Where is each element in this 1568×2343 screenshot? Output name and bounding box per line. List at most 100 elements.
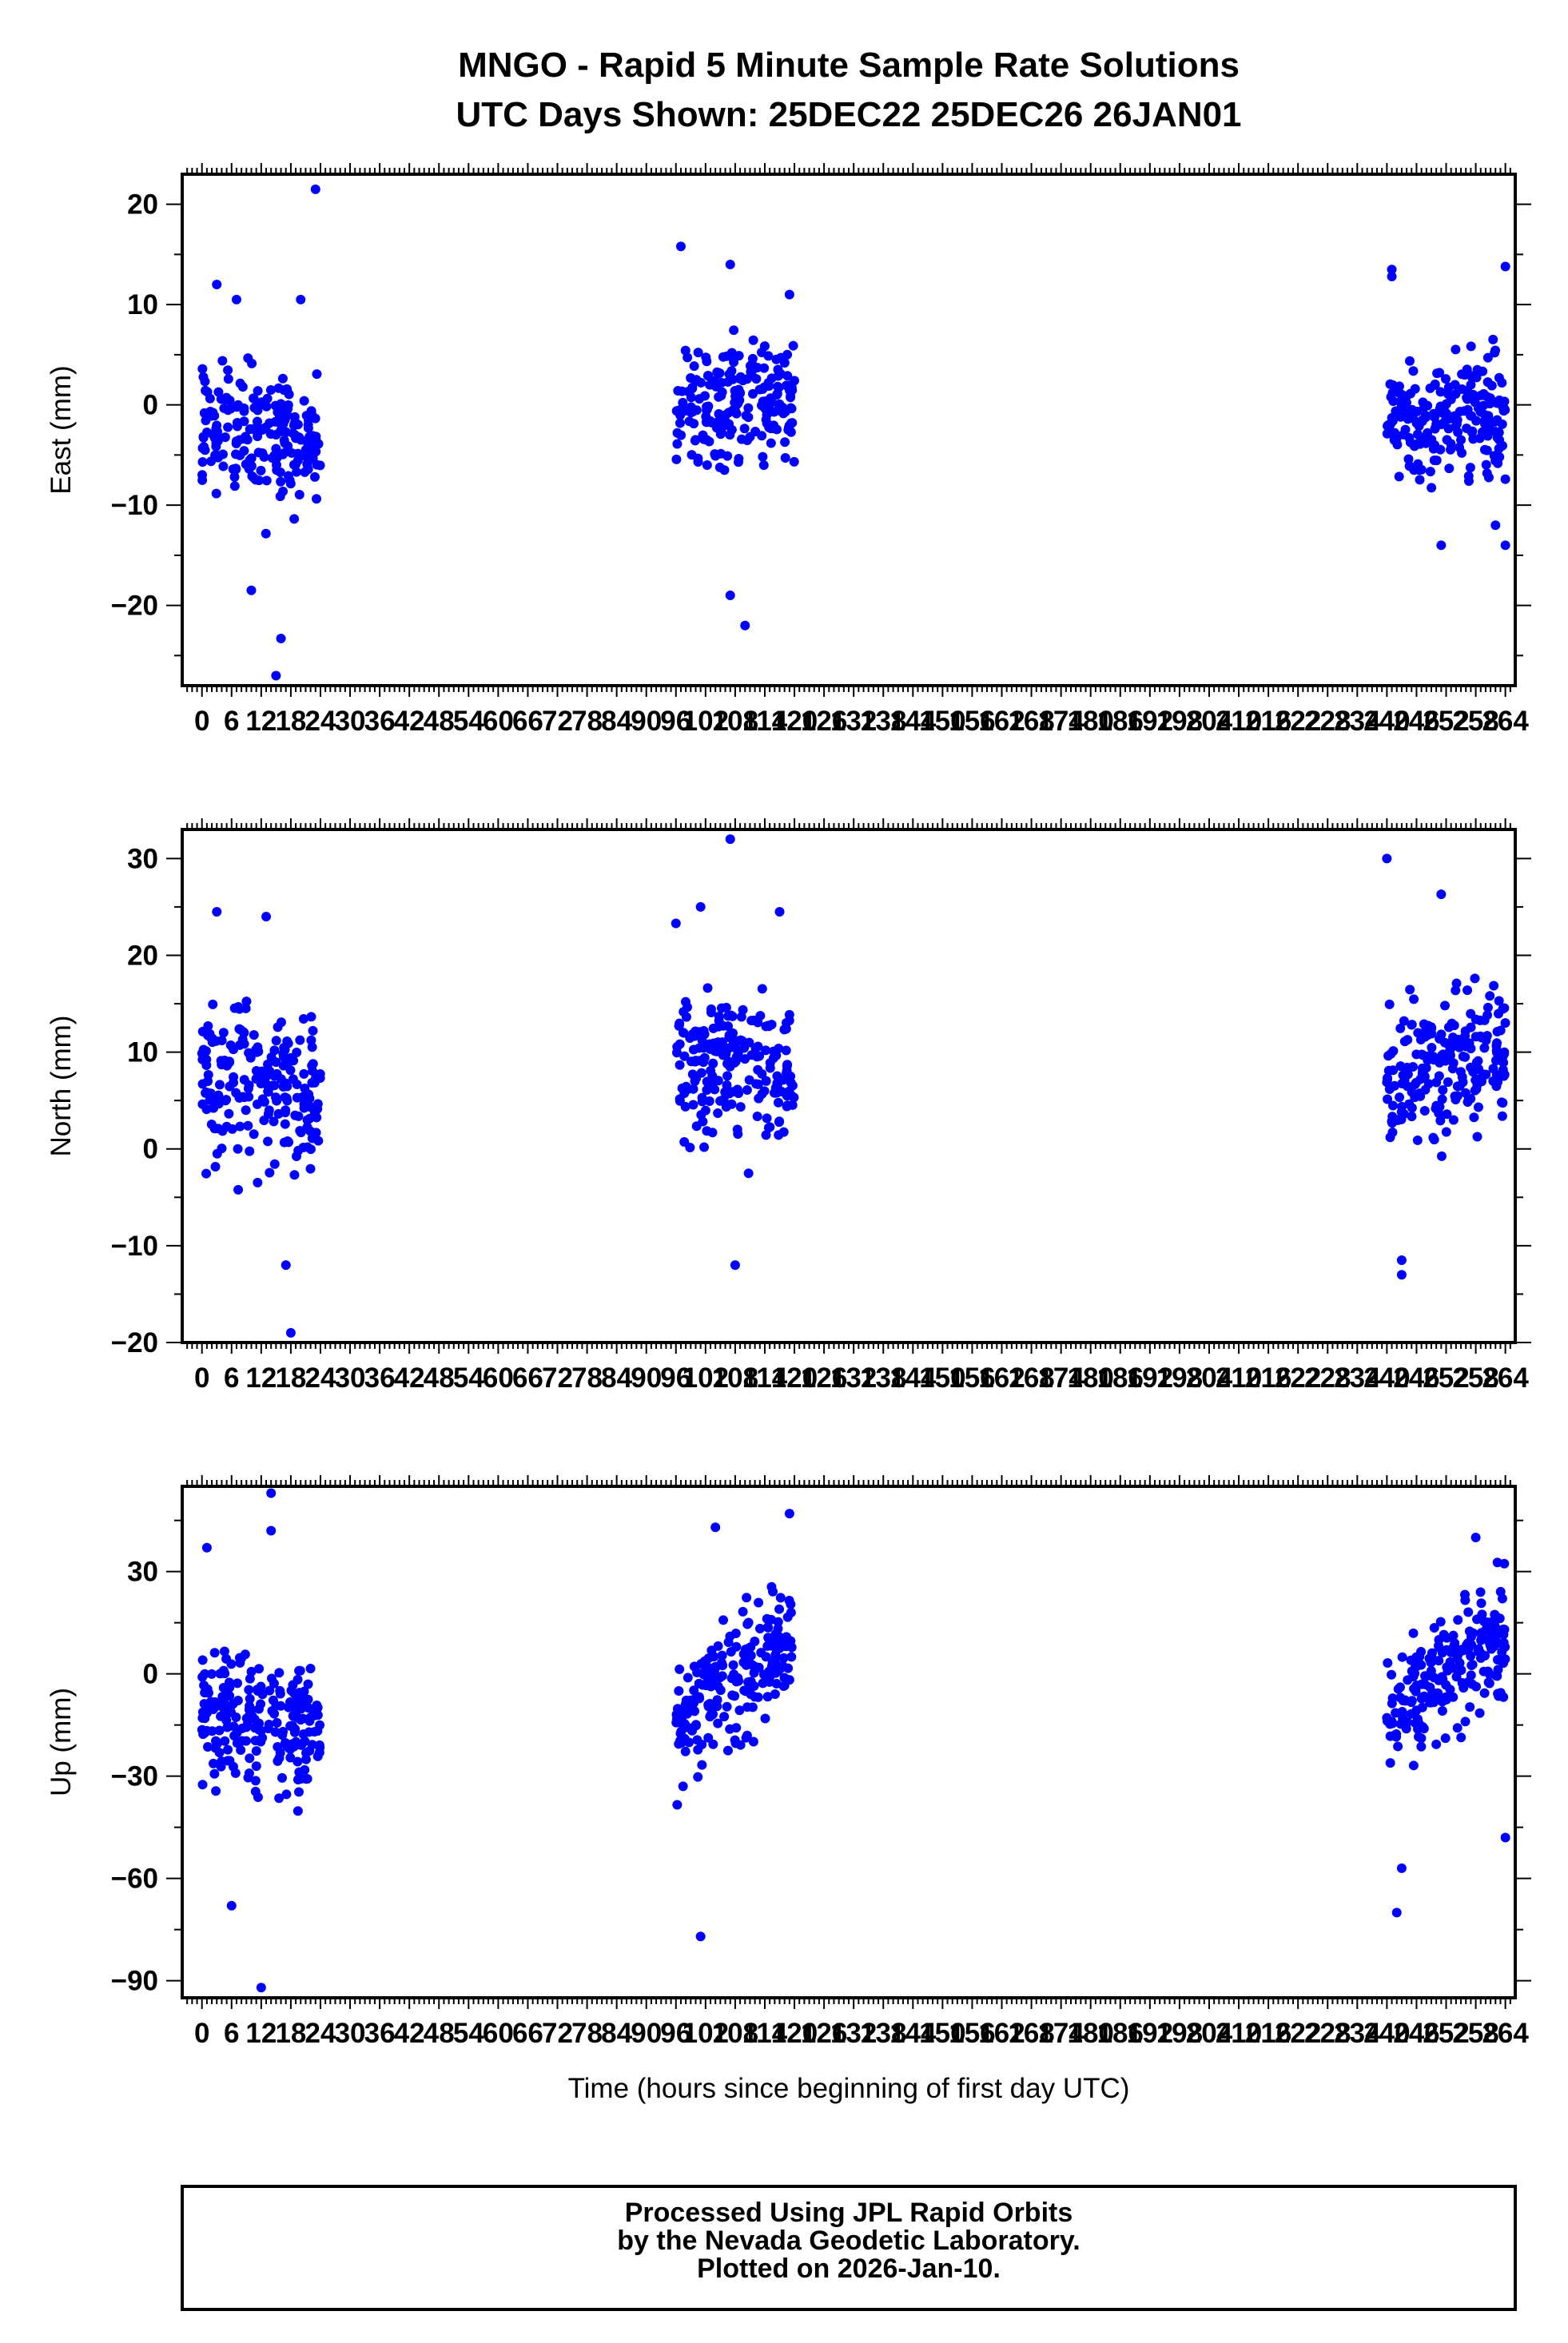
data-point — [698, 434, 709, 444]
data-point — [254, 1724, 265, 1735]
data-point — [201, 1168, 212, 1179]
x-tick-label: 48 — [424, 2018, 455, 2049]
data-point — [719, 465, 730, 475]
data-point — [731, 1677, 742, 1687]
data-point — [1436, 1151, 1447, 1161]
data-point — [197, 1672, 208, 1682]
data-point — [1446, 1647, 1456, 1657]
data-point — [1481, 416, 1491, 426]
data-point — [722, 1701, 732, 1712]
data-point — [753, 1692, 763, 1702]
x-tick-label: 120 — [771, 706, 818, 737]
data-point — [1500, 1641, 1510, 1652]
x-tick-label: 42 — [394, 2018, 425, 2049]
data-point — [1400, 1695, 1411, 1705]
data-point — [1417, 416, 1427, 426]
data-point — [225, 1040, 236, 1050]
data-point — [296, 294, 306, 304]
data-point — [251, 403, 261, 413]
data-point — [1500, 540, 1510, 551]
data-point — [710, 1046, 720, 1056]
data-point — [737, 1036, 747, 1046]
x-tick-label: 240 — [1363, 2018, 1410, 2049]
data-point — [719, 414, 730, 424]
data-point — [247, 358, 257, 368]
x-tick-label: 252 — [1423, 1362, 1469, 1394]
data-point — [221, 1095, 232, 1105]
data-point — [306, 1012, 316, 1022]
data-point — [731, 1641, 742, 1652]
y-tick-label: −10 — [111, 1231, 158, 1262]
data-point — [1451, 1094, 1461, 1104]
data-point — [752, 362, 762, 372]
data-point — [1481, 1625, 1491, 1635]
data-point — [731, 1723, 742, 1733]
data-point — [722, 1059, 733, 1069]
x-tick-label: 102 — [683, 2018, 729, 2049]
x-tick-label: 24 — [305, 706, 336, 737]
data-point — [1448, 1630, 1459, 1641]
data-point — [1436, 889, 1447, 900]
data-point — [1407, 1112, 1417, 1122]
data-point — [786, 1607, 796, 1617]
data-point — [300, 1084, 310, 1093]
data-point — [1419, 1105, 1430, 1116]
data-point — [281, 1789, 292, 1800]
data-point — [1416, 1741, 1427, 1752]
x-tick-label: 264 — [1482, 706, 1529, 737]
data-point — [225, 1756, 235, 1766]
x-tick-label: 192 — [1127, 706, 1173, 737]
data-point — [1472, 1614, 1482, 1625]
data-point — [1395, 388, 1405, 399]
data-point — [289, 514, 300, 524]
data-point — [1408, 1628, 1419, 1638]
data-point — [675, 418, 685, 428]
data-point — [245, 1753, 255, 1764]
data-point — [690, 1720, 701, 1731]
data-point — [223, 405, 233, 416]
data-point — [729, 357, 739, 368]
data-point — [312, 369, 322, 380]
data-point — [729, 1669, 739, 1680]
data-point — [1473, 1102, 1483, 1112]
x-tick-label: 36 — [364, 2018, 396, 2049]
data-point — [1478, 388, 1489, 399]
data-point — [1404, 356, 1415, 366]
data-point — [1498, 1004, 1508, 1014]
data-point — [311, 435, 321, 445]
data-point — [1409, 994, 1419, 1004]
x-tick-label: 246 — [1393, 2018, 1439, 2049]
data-point — [684, 416, 694, 427]
data-point — [212, 280, 222, 290]
data-point — [725, 259, 735, 269]
data-point — [218, 461, 229, 471]
data-point — [1466, 1008, 1476, 1019]
data-point — [698, 1043, 709, 1053]
x-tick-label: 132 — [830, 706, 877, 737]
x-tick-label: 144 — [889, 706, 937, 737]
x-tick-label: 60 — [483, 706, 514, 737]
data-point — [281, 427, 292, 437]
data-point — [265, 385, 276, 396]
data-point — [298, 1729, 308, 1740]
data-point — [249, 1030, 259, 1040]
y-tick-label: 20 — [127, 189, 158, 221]
data-point — [739, 424, 750, 434]
x-tick-label: 162 — [978, 706, 1025, 737]
y-tick-label: −60 — [111, 1864, 158, 1895]
data-point — [779, 1024, 790, 1035]
data-point — [259, 1115, 269, 1125]
data-point — [1476, 1635, 1486, 1645]
data-point — [689, 361, 699, 372]
data-point — [1500, 1832, 1510, 1843]
x-tick-label: 108 — [712, 706, 758, 737]
data-point — [1431, 1739, 1442, 1749]
data-point — [774, 906, 785, 917]
data-point — [690, 1706, 700, 1716]
data-point — [1387, 272, 1397, 281]
data-point — [1482, 468, 1492, 479]
data-point — [203, 1742, 213, 1752]
data-point — [1388, 396, 1399, 407]
data-point — [304, 1745, 315, 1756]
data-point — [754, 1597, 764, 1608]
